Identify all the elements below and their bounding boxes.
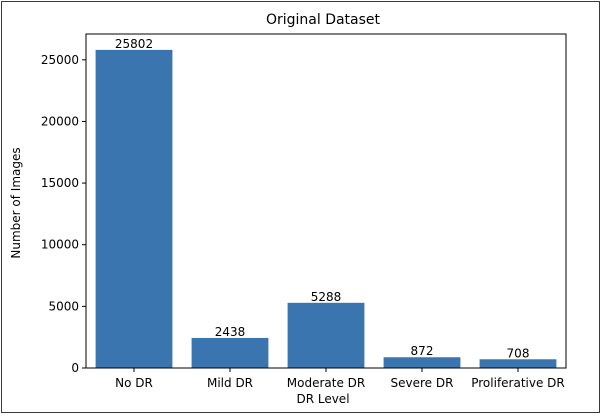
y-tick-label: 20000 xyxy=(41,114,79,128)
x-tick-label: Mild DR xyxy=(207,376,253,390)
x-tick-label: Severe DR xyxy=(391,376,454,390)
data-labels-layer: 25802 2438 5288 872 708 xyxy=(115,37,530,360)
data-label: 872 xyxy=(411,344,434,358)
y-tick-label: 0 xyxy=(71,361,79,375)
bars-layer xyxy=(95,49,557,368)
data-label: 708 xyxy=(507,346,530,360)
x-tick-label: No DR xyxy=(115,376,153,390)
data-label: 5288 xyxy=(311,290,342,304)
x-axis-label: DR Level xyxy=(296,392,349,406)
y-tick-label: 15000 xyxy=(41,176,79,190)
bar-proliferative-dr xyxy=(479,359,557,368)
y-tick-label: 10000 xyxy=(41,238,79,252)
bar-mild-dr xyxy=(191,337,269,368)
bar-severe-dr xyxy=(383,357,461,368)
ticks-layer: No DR Mild DR Moderate DR Severe DR Prolifer… xyxy=(41,53,565,390)
x-tick-label: Moderate DR xyxy=(287,376,365,390)
data-label: 2438 xyxy=(215,325,246,339)
plot-area-border xyxy=(85,33,567,369)
bar-moderate-dr xyxy=(287,302,365,368)
data-label: 25802 xyxy=(115,37,153,51)
y-tick-label: 25000 xyxy=(41,53,79,67)
x-tick-label: Proliferative DR xyxy=(471,376,565,390)
chart-title: Original Dataset xyxy=(266,12,381,28)
y-axis-label: Number of Images xyxy=(9,147,23,258)
y-tick-label: 5000 xyxy=(48,299,79,313)
bar-no-dr xyxy=(95,49,173,368)
